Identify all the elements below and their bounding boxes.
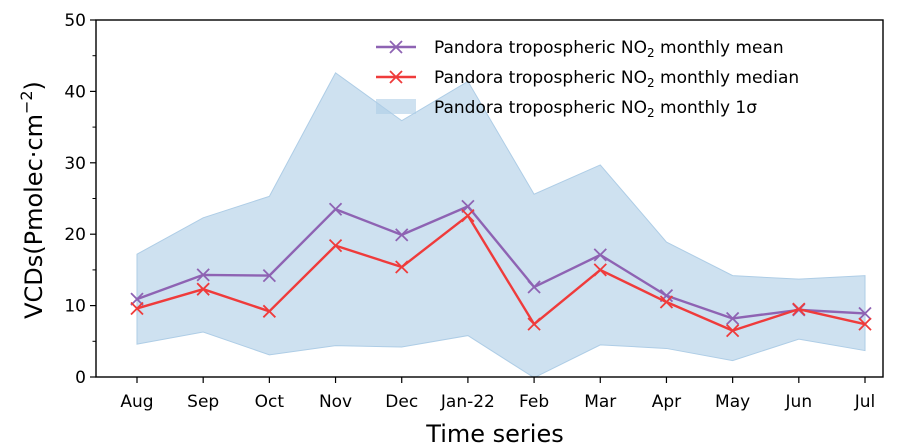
- series-marker-median: [792, 302, 806, 316]
- std-band-area: [136, 72, 866, 379]
- legend-suffix: monthly 1σ: [655, 98, 758, 118]
- legend-marker: [389, 40, 403, 54]
- x-tick-label: Dec: [385, 392, 418, 412]
- legend-label: Pandora tropospheric NO2 monthly median: [434, 68, 799, 90]
- series-marker-median: [262, 304, 277, 318]
- series-marker-mean: [858, 306, 872, 321]
- x-tick-label: Jul: [854, 392, 876, 412]
- x-tick-label: Sep: [187, 392, 219, 412]
- y-axis-title-close: ): [20, 81, 48, 90]
- legend-subscript: 2: [647, 76, 655, 90]
- series-line-median: [136, 214, 866, 332]
- series-marker-mean: [725, 311, 740, 326]
- x-tick-label: Apr: [652, 392, 681, 412]
- legend-swatch: [376, 99, 416, 114]
- y-tick-label: 20: [64, 225, 86, 245]
- legend-suffix: monthly mean: [655, 38, 784, 58]
- x-tick-label: Nov: [319, 392, 352, 412]
- series-marker-median: [593, 263, 607, 277]
- series-marker-mean: [328, 202, 343, 216]
- std-band-layer: [136, 72, 866, 379]
- series-marker-median: [328, 238, 343, 253]
- series-marker-mean: [395, 228, 409, 242]
- y-axis-title-main: VCDs(Pmolec·cm: [20, 114, 48, 319]
- x-tick-label: Aug: [120, 392, 153, 412]
- series-marker-mean: [130, 292, 144, 306]
- series-marker-mean: [196, 268, 210, 282]
- y-tick-label: 0: [75, 368, 86, 388]
- y-axis-title-superscript: −2: [17, 90, 36, 114]
- legend-label: Pandora tropospheric NO2 monthly mean: [434, 38, 784, 60]
- legend-suffix: monthly median: [655, 68, 800, 88]
- legend-text: Pandora tropospheric NO: [434, 38, 647, 58]
- legend-label: Pandora tropospheric NO2 monthly 1σ: [434, 98, 757, 120]
- y-axis-title: VCDs(Pmolec·cm−2): [17, 81, 48, 319]
- y-tick-label: 10: [64, 297, 86, 317]
- series-marker-mean: [593, 248, 607, 262]
- series-layer: [130, 199, 872, 338]
- y-tick-label: 30: [64, 154, 86, 174]
- x-tick-label: Jun: [785, 392, 813, 412]
- series-marker-median: [725, 323, 740, 338]
- series-marker-mean: [262, 268, 277, 283]
- legend-text: Pandora tropospheric NO: [434, 68, 647, 88]
- legend: Pandora tropospheric NO2 monthly meanPan…: [376, 38, 799, 120]
- series-marker-median: [196, 282, 210, 296]
- x-tick-label: Jan-22: [440, 392, 495, 412]
- series-marker-median: [130, 301, 144, 316]
- x-tick-label: May: [715, 392, 750, 412]
- x-tick-label: Mar: [584, 392, 616, 412]
- series-marker-mean: [527, 280, 541, 294]
- x-axis-title: Time series: [425, 420, 563, 446]
- legend-subscript: 2: [647, 46, 655, 60]
- series-marker-median: [395, 260, 409, 274]
- series-marker-mean: [461, 199, 475, 213]
- legend-marker: [389, 70, 403, 84]
- y-tick-label: 40: [64, 82, 86, 102]
- series-line-mean: [136, 205, 866, 320]
- x-tick-label: Feb: [519, 392, 549, 412]
- axes-layer: 0 10 20 30 40 50 Aug Sep Oct Nov Dec Jan-22 Feb Mar Ap…: [64, 11, 884, 412]
- legend-subscript: 2: [647, 106, 655, 120]
- series-marker-median: [461, 208, 475, 223]
- y-tick-label: 50: [64, 11, 86, 31]
- x-tick-label: Oct: [255, 392, 285, 412]
- series-marker-median: [527, 317, 541, 331]
- series-marker-median: [659, 295, 674, 309]
- legend-text: Pandora tropospheric NO: [434, 98, 647, 118]
- series-marker-median: [858, 317, 872, 331]
